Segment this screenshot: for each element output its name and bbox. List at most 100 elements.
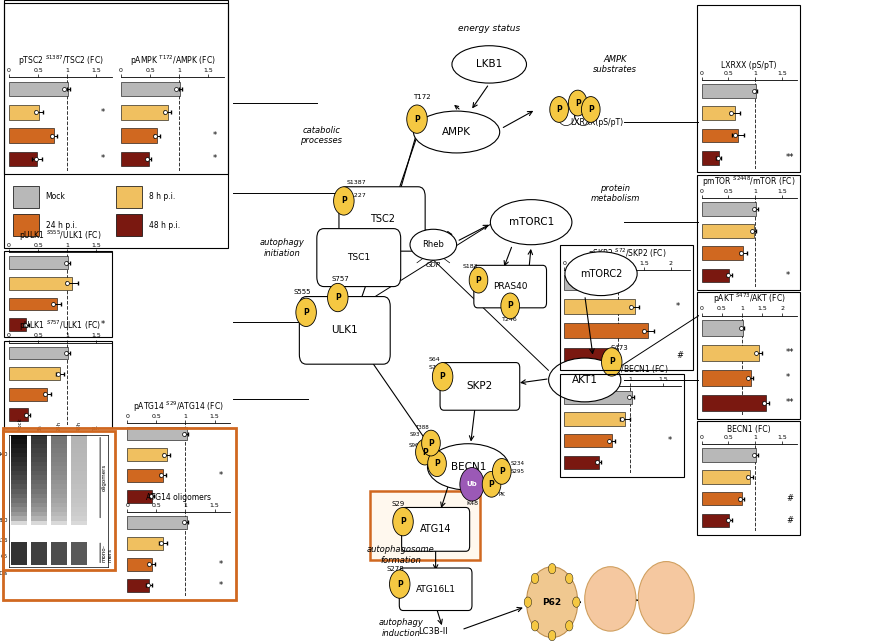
Text: *: *	[219, 560, 223, 569]
Bar	[564, 299, 634, 314]
Bar	[116, 186, 142, 207]
Bar	[702, 370, 751, 386]
Bar	[12, 502, 28, 507]
Title: pATG14 $^{S29}$/ATG14 (FC): pATG14 $^{S29}$/ATG14 (FC)	[134, 399, 224, 414]
Ellipse shape	[414, 111, 500, 153]
Bar	[51, 493, 67, 498]
Bar	[31, 470, 47, 475]
Circle shape	[482, 471, 501, 497]
Text: Ub: Ub	[467, 481, 478, 488]
Bar	[31, 511, 47, 516]
Circle shape	[460, 468, 484, 501]
Text: kDa: kDa	[0, 571, 8, 576]
Bar	[31, 434, 47, 439]
Ellipse shape	[490, 200, 572, 245]
Bar	[31, 493, 47, 498]
Text: S72: S72	[428, 365, 440, 370]
Bar	[13, 186, 39, 207]
Bar	[51, 520, 67, 525]
Text: S183: S183	[462, 264, 478, 269]
Title: pmTOR $^{S2448}$/mTOR (FC): pmTOR $^{S2448}$/mTOR (FC)	[702, 174, 796, 189]
Bar	[51, 497, 67, 502]
Bar	[51, 448, 67, 453]
Circle shape	[407, 105, 427, 133]
Bar	[702, 202, 756, 216]
Bar	[12, 461, 28, 466]
Bar	[71, 479, 87, 484]
Bar	[121, 105, 168, 120]
Bar	[12, 511, 28, 516]
Text: *: *	[100, 320, 105, 329]
FancyBboxPatch shape	[400, 568, 472, 611]
Bar	[702, 224, 754, 238]
Bar	[564, 323, 649, 338]
Bar	[31, 520, 47, 525]
Bar	[51, 506, 67, 511]
Bar	[702, 514, 729, 527]
Bar	[127, 558, 151, 571]
Bar	[31, 439, 47, 444]
Text: P: P	[488, 480, 495, 489]
Text: *: *	[219, 471, 223, 480]
Text: S278: S278	[386, 566, 404, 572]
Ellipse shape	[427, 444, 509, 490]
Text: P: P	[335, 293, 340, 302]
Text: autophagy
initiation: autophagy initiation	[260, 238, 305, 258]
Bar	[71, 488, 87, 493]
Bar	[51, 502, 67, 507]
Bar	[71, 470, 87, 475]
Bar	[51, 479, 67, 484]
Bar	[12, 520, 28, 525]
Bar	[12, 479, 28, 484]
Text: *: *	[786, 271, 790, 280]
Text: **: **	[786, 399, 795, 408]
Text: P: P	[428, 439, 434, 448]
Bar	[127, 537, 163, 550]
Text: *: *	[100, 108, 105, 117]
Text: oligomers: oligomers	[101, 464, 107, 491]
FancyBboxPatch shape	[299, 296, 391, 365]
Text: autophagy
induction: autophagy induction	[378, 618, 423, 638]
Bar	[702, 492, 742, 506]
Bar	[71, 497, 87, 502]
Text: #: #	[786, 516, 793, 525]
Text: AMPK: AMPK	[442, 127, 471, 137]
Bar	[51, 443, 67, 448]
Circle shape	[392, 507, 413, 536]
Text: Mock: Mock	[46, 192, 65, 201]
Bar	[51, 515, 67, 520]
Text: ATG16L1: ATG16L1	[416, 585, 456, 594]
Title: pULK1 $^{S757}$/ULK1 (FC): pULK1 $^{S757}$/ULK1 (FC)	[20, 319, 101, 334]
Text: PK: PK	[498, 492, 505, 497]
Text: protein
metabolism: protein metabolism	[590, 184, 640, 203]
Text: energy status: energy status	[458, 24, 521, 33]
Bar	[702, 269, 729, 282]
Text: 8h: 8h	[38, 424, 42, 431]
Bar	[71, 506, 87, 511]
Bar	[702, 106, 735, 120]
Text: P: P	[499, 467, 504, 476]
Text: AMPK
substrates: AMPK substrates	[593, 55, 637, 74]
Bar	[564, 412, 625, 426]
Text: S93: S93	[409, 431, 420, 437]
Bar	[12, 475, 28, 480]
Text: *: *	[786, 374, 790, 383]
Bar	[12, 470, 28, 475]
Bar	[9, 367, 60, 380]
Bar	[564, 434, 612, 448]
Bar	[9, 256, 68, 269]
Text: P: P	[556, 105, 562, 114]
Text: S30: S30	[424, 460, 434, 466]
Circle shape	[573, 597, 580, 607]
Bar	[702, 470, 750, 484]
Circle shape	[422, 430, 440, 456]
Circle shape	[550, 97, 568, 122]
Title: pAKT $^{S473}$/AKT (FC): pAKT $^{S473}$/AKT (FC)	[712, 292, 786, 307]
Bar	[51, 439, 67, 444]
Bar	[51, 466, 67, 471]
Bar	[702, 129, 738, 142]
Circle shape	[501, 293, 520, 319]
Bar	[12, 452, 28, 457]
Title: pBECN1 $^{S15}$/BECN1 (FC): pBECN1 $^{S15}$/BECN1 (FC)	[577, 363, 668, 377]
Text: mono-
mers: mono- mers	[101, 545, 112, 562]
